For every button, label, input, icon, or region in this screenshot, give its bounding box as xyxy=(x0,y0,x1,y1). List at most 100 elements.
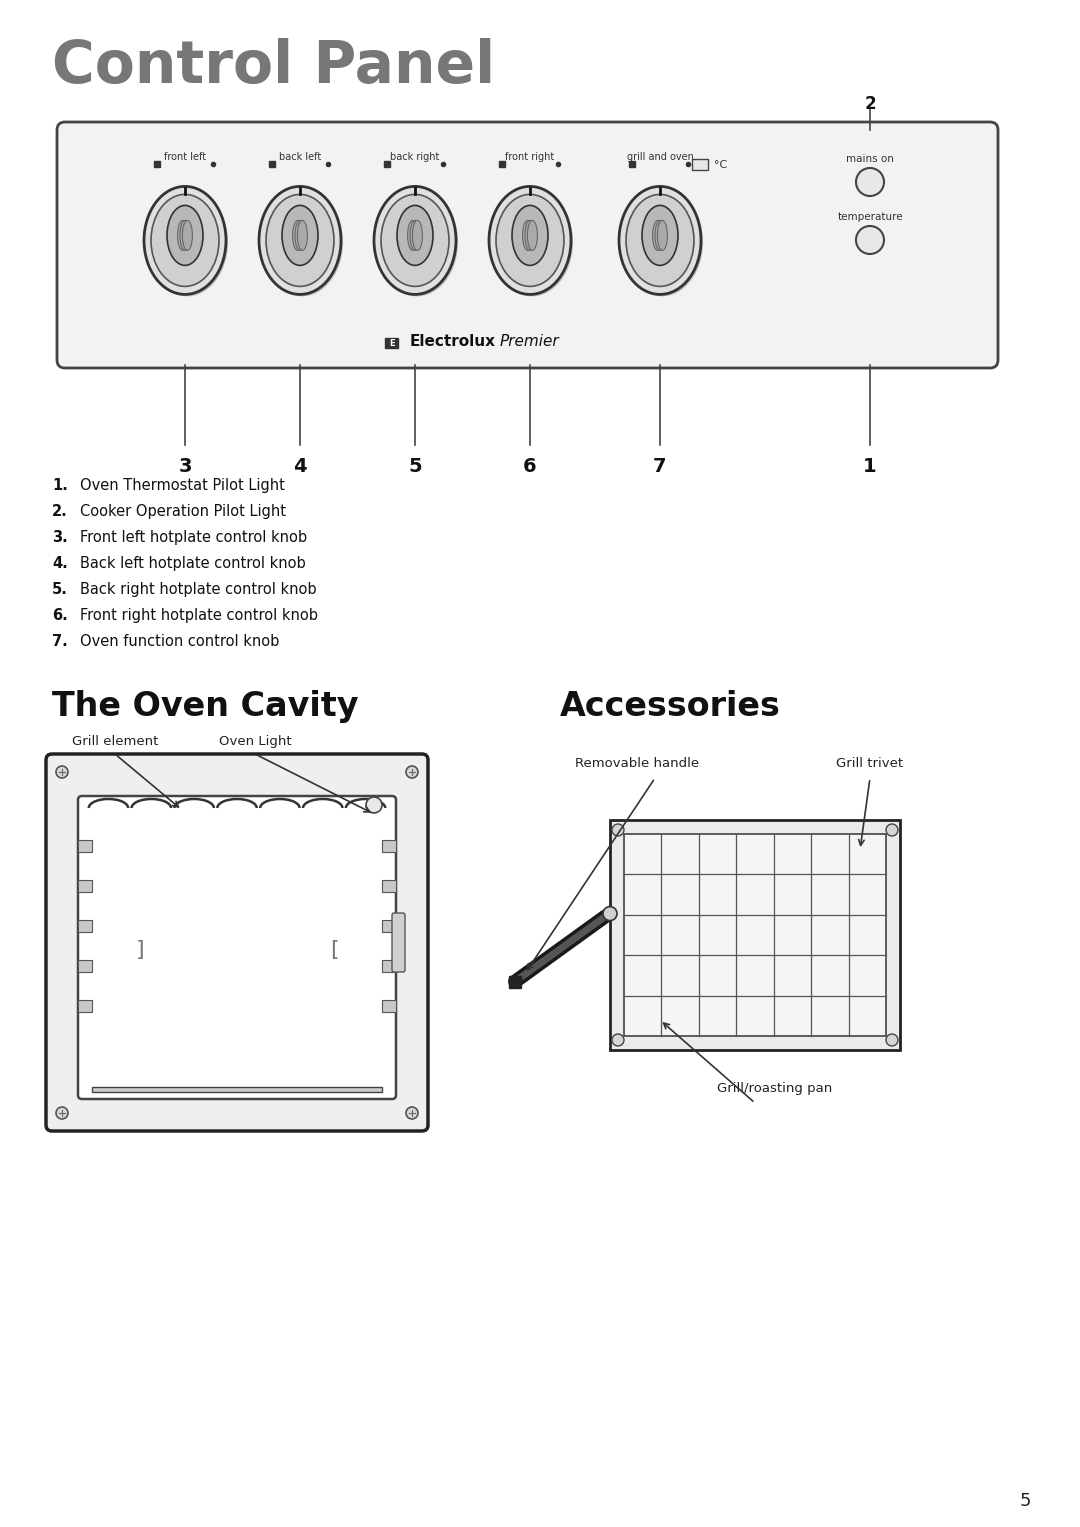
Text: [: [ xyxy=(329,939,338,960)
Ellipse shape xyxy=(621,188,703,296)
Bar xyxy=(384,337,399,348)
FancyBboxPatch shape xyxy=(392,913,405,973)
Ellipse shape xyxy=(410,220,420,250)
Text: grill and oven: grill and oven xyxy=(626,153,693,162)
Ellipse shape xyxy=(295,220,305,250)
Ellipse shape xyxy=(642,206,678,266)
Bar xyxy=(692,159,708,169)
Ellipse shape xyxy=(654,220,665,250)
Text: 1.: 1. xyxy=(52,478,68,493)
Ellipse shape xyxy=(151,194,219,287)
Circle shape xyxy=(366,797,382,812)
Text: Oven Thermostat Pilot Light: Oven Thermostat Pilot Light xyxy=(80,478,285,493)
Text: Front right hotplate control knob: Front right hotplate control knob xyxy=(80,608,318,623)
Polygon shape xyxy=(610,820,900,1051)
Bar xyxy=(382,840,396,852)
Bar xyxy=(92,1087,382,1092)
Circle shape xyxy=(56,1107,68,1119)
Text: Grill element: Grill element xyxy=(71,734,158,748)
Circle shape xyxy=(886,1034,897,1046)
Text: mains on: mains on xyxy=(846,154,894,163)
Text: front left: front left xyxy=(164,153,206,162)
Text: The Oven Cavity: The Oven Cavity xyxy=(52,690,359,722)
Bar xyxy=(78,840,92,852)
Text: Grill/roasting pan: Grill/roasting pan xyxy=(717,1083,833,1095)
Text: Front left hotplate control knob: Front left hotplate control knob xyxy=(80,530,307,545)
Text: 1: 1 xyxy=(863,457,877,476)
Text: 5: 5 xyxy=(1020,1492,1030,1510)
Ellipse shape xyxy=(282,206,318,266)
Text: temperature: temperature xyxy=(837,212,903,221)
Text: ]: ] xyxy=(136,939,145,960)
Text: Electrolux: Electrolux xyxy=(410,334,496,350)
Text: 5.: 5. xyxy=(52,582,68,597)
Ellipse shape xyxy=(144,186,226,295)
Bar xyxy=(382,960,396,973)
Ellipse shape xyxy=(489,186,571,295)
Ellipse shape xyxy=(496,194,564,287)
Text: Oven Light: Oven Light xyxy=(218,734,292,748)
Circle shape xyxy=(612,1034,624,1046)
Text: E: E xyxy=(389,339,395,348)
Ellipse shape xyxy=(183,220,192,250)
Text: 5: 5 xyxy=(408,457,422,476)
Bar xyxy=(382,919,396,931)
Bar xyxy=(78,1000,92,1012)
Polygon shape xyxy=(624,834,886,1035)
Ellipse shape xyxy=(652,220,663,250)
Bar xyxy=(78,919,92,931)
Ellipse shape xyxy=(512,206,548,266)
Text: Grill trivet: Grill trivet xyxy=(836,757,904,770)
Ellipse shape xyxy=(146,188,228,296)
Text: Oven function control knob: Oven function control knob xyxy=(80,634,280,649)
Bar xyxy=(382,880,396,892)
Text: 7.: 7. xyxy=(52,634,68,649)
Ellipse shape xyxy=(381,194,449,287)
Text: Control Panel: Control Panel xyxy=(52,38,495,95)
Text: 4.: 4. xyxy=(52,556,68,571)
Ellipse shape xyxy=(626,194,694,287)
Text: 6: 6 xyxy=(523,457,537,476)
Text: Removable handle: Removable handle xyxy=(575,757,699,770)
Ellipse shape xyxy=(619,186,701,295)
Circle shape xyxy=(612,825,624,835)
Ellipse shape xyxy=(266,194,334,287)
FancyBboxPatch shape xyxy=(78,796,396,1099)
Ellipse shape xyxy=(261,188,343,296)
Ellipse shape xyxy=(376,188,458,296)
Text: 2: 2 xyxy=(864,95,876,113)
Text: Cooker Operation Pilot Light: Cooker Operation Pilot Light xyxy=(80,504,286,519)
Text: °C: °C xyxy=(714,160,727,169)
Ellipse shape xyxy=(525,220,535,250)
Circle shape xyxy=(603,907,617,921)
Circle shape xyxy=(856,168,885,195)
Text: Accessories: Accessories xyxy=(561,690,781,722)
Text: 6.: 6. xyxy=(52,608,68,623)
Ellipse shape xyxy=(407,220,418,250)
Circle shape xyxy=(406,1107,418,1119)
Ellipse shape xyxy=(491,188,573,296)
Ellipse shape xyxy=(167,206,203,266)
Text: front right: front right xyxy=(505,153,555,162)
Text: Back right hotplate control knob: Back right hotplate control knob xyxy=(80,582,316,597)
Bar xyxy=(78,880,92,892)
Ellipse shape xyxy=(259,186,341,295)
Text: Premier: Premier xyxy=(500,334,559,350)
Ellipse shape xyxy=(374,186,456,295)
Text: back left: back left xyxy=(279,153,321,162)
Ellipse shape xyxy=(397,206,433,266)
Circle shape xyxy=(406,767,418,777)
FancyBboxPatch shape xyxy=(57,122,998,368)
Ellipse shape xyxy=(177,220,188,250)
Ellipse shape xyxy=(658,220,667,250)
Bar xyxy=(78,960,92,973)
Text: Back left hotplate control knob: Back left hotplate control knob xyxy=(80,556,306,571)
Text: 3.: 3. xyxy=(52,530,68,545)
Ellipse shape xyxy=(297,220,308,250)
FancyBboxPatch shape xyxy=(46,754,428,1132)
Ellipse shape xyxy=(527,220,538,250)
Ellipse shape xyxy=(180,220,190,250)
Ellipse shape xyxy=(293,220,302,250)
Bar xyxy=(382,1000,396,1012)
Text: 7: 7 xyxy=(653,457,666,476)
